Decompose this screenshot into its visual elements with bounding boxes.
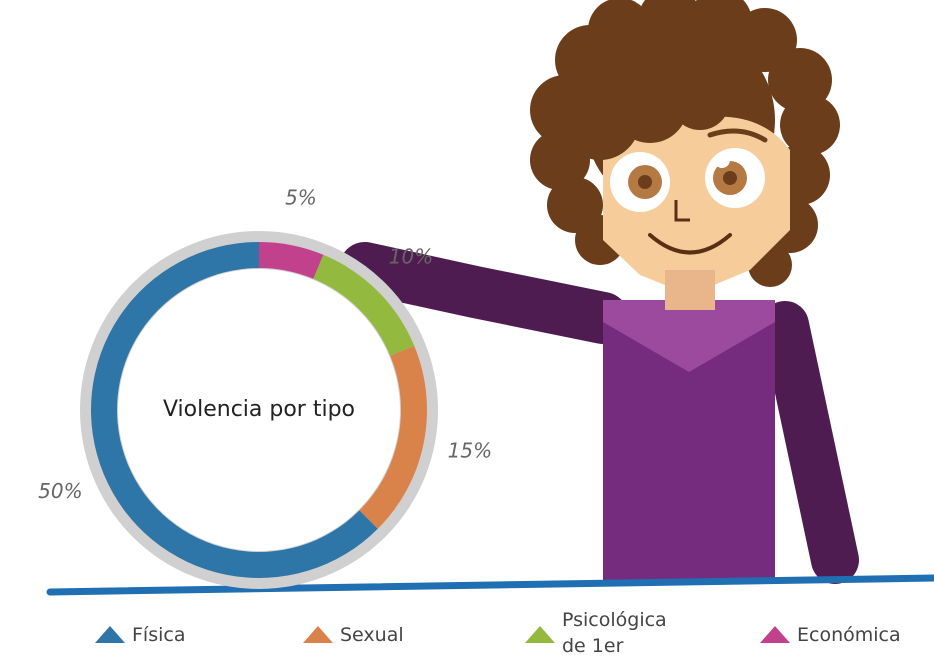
legend-label-box: Psicológica de 1er Grado: [562, 609, 667, 657]
ground-line: [46, 574, 934, 596]
legend-marker: [303, 626, 333, 643]
value-label: 5%: [285, 186, 317, 210]
donut-segment: [313, 254, 415, 356]
legend-label: Física: [132, 624, 186, 646]
value-label: 15%: [448, 438, 492, 462]
value-label: 10%: [389, 244, 433, 268]
legend-marker: [95, 626, 125, 643]
character: [339, 0, 859, 584]
legend-label: Económica: [797, 624, 901, 646]
chart-title: Violencia por tipo: [163, 397, 355, 422]
legend-label-box: Sexual: [340, 624, 404, 646]
value-label: 50%: [38, 479, 82, 503]
donut-segment: [259, 242, 324, 279]
legend-marker: [760, 626, 790, 643]
legend-label-box: Económica: [797, 624, 901, 646]
donut-segment: [91, 242, 378, 579]
legend-label: Sexual: [340, 624, 404, 646]
legend-marker: [525, 626, 555, 643]
legend-label: Psicológica de 1er Grado: [562, 609, 667, 657]
donut-segment: [359, 345, 427, 529]
legend-label-box: Física: [132, 624, 186, 646]
